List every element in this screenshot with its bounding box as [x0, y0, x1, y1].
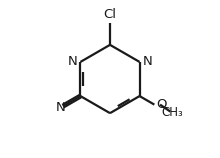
Text: CH₃: CH₃ — [161, 106, 183, 119]
Text: Cl: Cl — [103, 8, 117, 21]
Text: N: N — [67, 55, 77, 68]
Text: O: O — [156, 98, 166, 111]
Text: N: N — [143, 55, 153, 68]
Text: N: N — [56, 101, 65, 114]
